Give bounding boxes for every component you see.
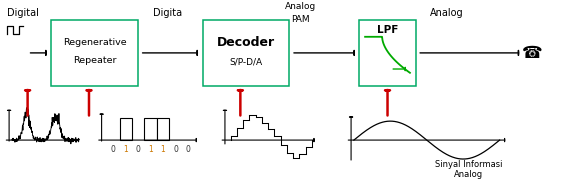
Text: 0: 0 <box>136 145 140 154</box>
Text: Analog: Analog <box>429 8 463 18</box>
Text: Repeater: Repeater <box>73 56 116 65</box>
Text: Sinyal Informasi
Analog: Sinyal Informasi Analog <box>435 160 502 179</box>
Text: S/P-D/A: S/P-D/A <box>229 58 262 67</box>
Text: 1: 1 <box>124 145 128 154</box>
Text: ☎: ☎ <box>522 44 542 62</box>
Text: Decoder: Decoder <box>217 36 275 49</box>
FancyBboxPatch shape <box>360 20 415 86</box>
Text: Regenerative: Regenerative <box>63 38 126 47</box>
Text: 1: 1 <box>161 145 165 154</box>
Bar <box>144 118 157 140</box>
Text: LPF: LPF <box>377 25 398 35</box>
Text: 1: 1 <box>148 145 153 154</box>
Text: 0: 0 <box>111 145 116 154</box>
Bar <box>157 118 169 140</box>
FancyBboxPatch shape <box>202 20 289 86</box>
Text: Digital: Digital <box>7 8 39 18</box>
Text: Digita: Digita <box>153 8 182 18</box>
Text: 0: 0 <box>185 145 191 154</box>
Text: 0: 0 <box>173 145 178 154</box>
Bar <box>120 118 132 140</box>
Text: PAM: PAM <box>291 15 310 24</box>
Text: Analog: Analog <box>285 2 316 11</box>
FancyBboxPatch shape <box>51 20 138 86</box>
